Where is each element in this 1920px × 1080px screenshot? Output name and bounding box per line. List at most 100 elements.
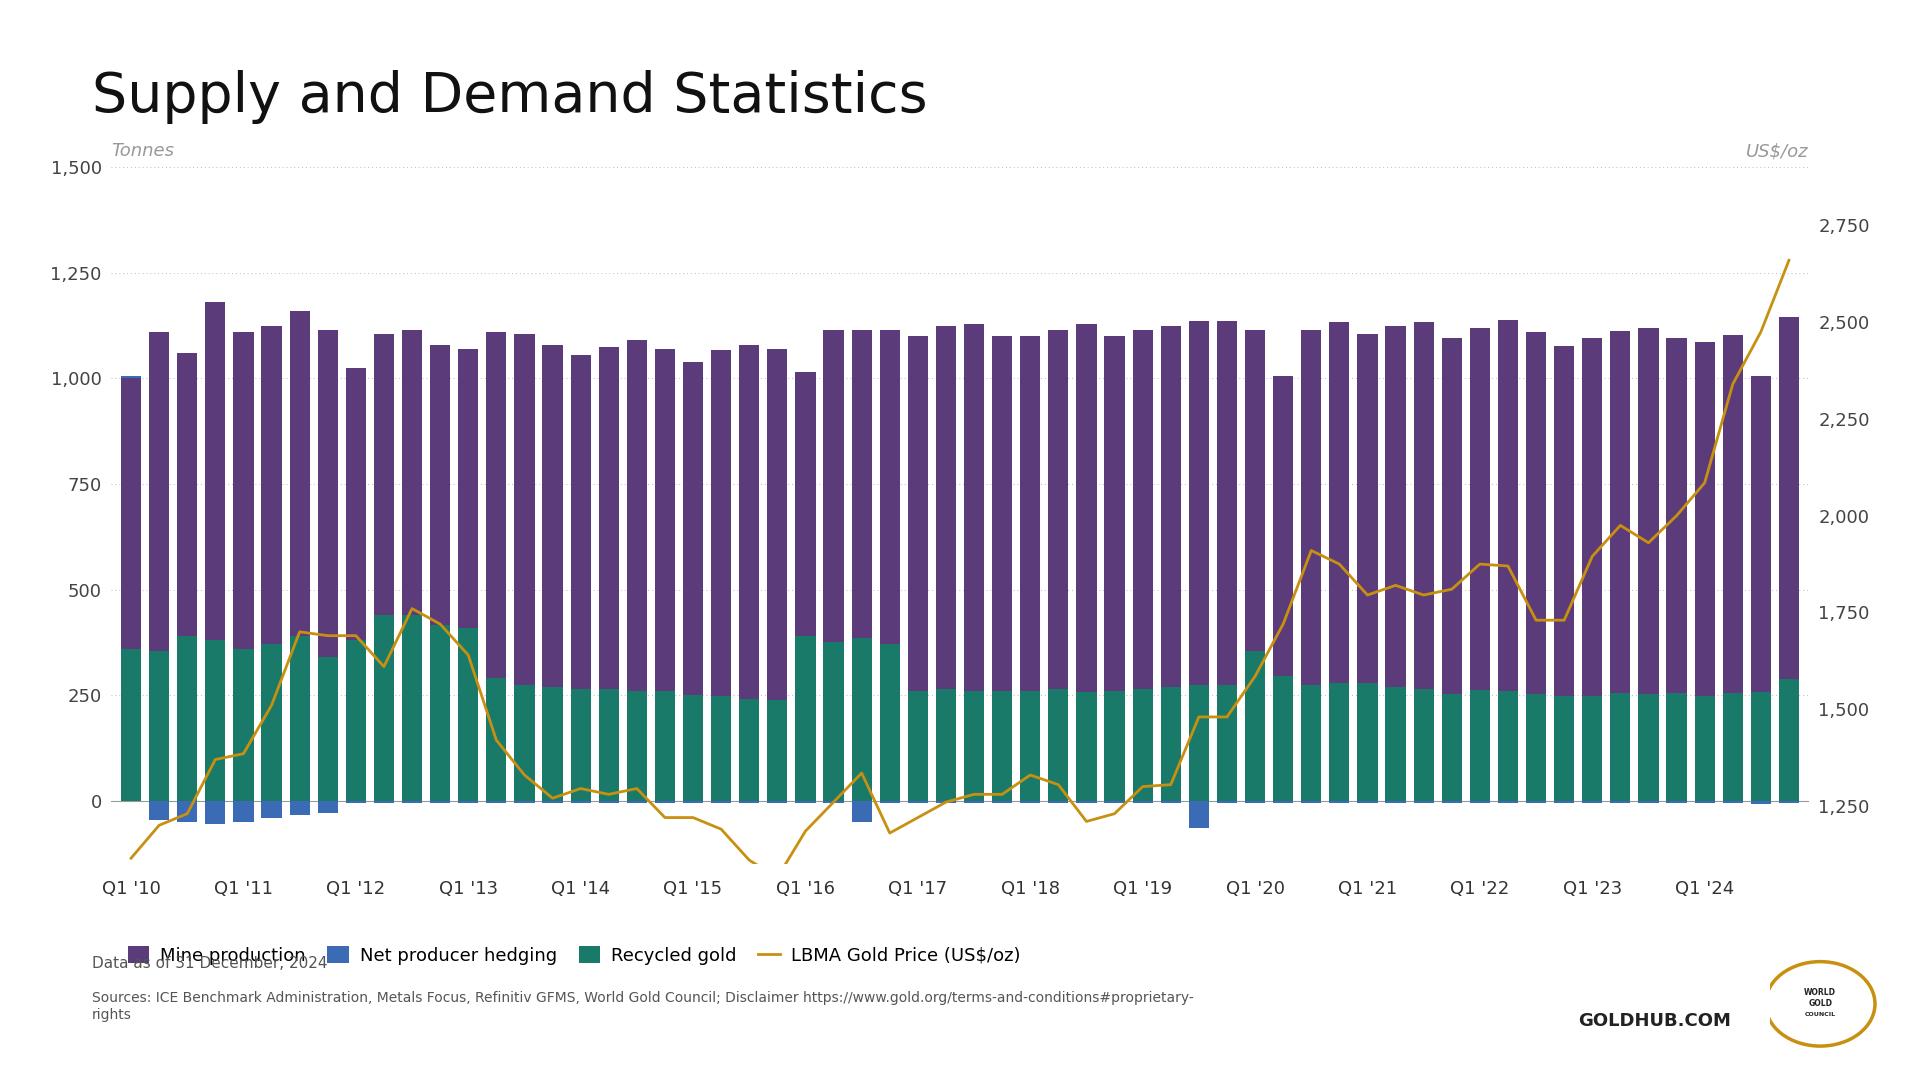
Bar	[1498, 800, 1519, 802]
Bar	[570, 355, 591, 689]
Bar	[346, 640, 367, 800]
Bar	[964, 691, 985, 800]
Bar	[935, 326, 956, 689]
Bar	[459, 800, 478, 802]
Bar	[908, 800, 927, 802]
Bar	[1582, 800, 1603, 802]
Bar	[795, 373, 816, 636]
Bar	[1020, 336, 1041, 691]
Bar	[935, 800, 956, 802]
Bar	[543, 345, 563, 687]
Bar	[1442, 800, 1461, 802]
Bar	[1188, 800, 1210, 828]
Bar	[1498, 321, 1519, 691]
Bar	[710, 696, 732, 800]
Bar	[1413, 322, 1434, 689]
Bar	[655, 800, 676, 802]
Bar	[459, 627, 478, 800]
Bar	[852, 638, 872, 800]
Bar	[1582, 696, 1603, 800]
Bar	[852, 800, 872, 822]
Bar	[543, 687, 563, 800]
Bar	[1469, 800, 1490, 802]
Bar	[261, 645, 282, 800]
Bar	[768, 349, 787, 700]
Bar	[1020, 691, 1041, 800]
Bar	[684, 696, 703, 800]
Bar	[205, 302, 225, 640]
Bar	[795, 800, 816, 802]
Bar	[1778, 800, 1799, 802]
Bar	[1133, 689, 1152, 800]
Bar	[1722, 335, 1743, 693]
Bar	[1722, 800, 1743, 802]
Bar	[1077, 800, 1096, 802]
Bar	[346, 368, 367, 640]
Bar	[824, 329, 843, 643]
Bar	[1413, 689, 1434, 800]
Bar	[1638, 800, 1659, 802]
Bar	[430, 345, 451, 625]
Legend: Mine production, Net producer hedging, Recycled gold, LBMA Gold Price (US$/oz): Mine production, Net producer hedging, R…	[121, 940, 1027, 972]
Bar	[1217, 322, 1236, 685]
Bar	[1498, 691, 1519, 800]
Bar	[401, 800, 422, 802]
Bar	[1553, 800, 1574, 802]
Bar	[515, 334, 534, 685]
Bar	[1722, 693, 1743, 800]
Bar	[1217, 800, 1236, 802]
Bar	[1611, 330, 1630, 693]
Bar	[177, 800, 198, 822]
Bar	[710, 800, 732, 802]
Bar	[374, 334, 394, 615]
Bar	[1329, 684, 1350, 800]
Bar	[710, 350, 732, 696]
Bar	[1104, 800, 1125, 802]
Bar	[993, 336, 1012, 691]
Bar	[177, 636, 198, 800]
Bar	[1077, 692, 1096, 800]
Bar	[1469, 690, 1490, 800]
Bar	[1217, 685, 1236, 800]
Bar	[1160, 326, 1181, 687]
Bar	[964, 324, 985, 691]
Text: Supply and Demand Statistics: Supply and Demand Statistics	[92, 70, 927, 124]
Bar	[234, 649, 253, 800]
Bar	[626, 800, 647, 802]
Bar	[401, 329, 422, 615]
Bar	[290, 800, 309, 815]
Bar	[964, 800, 985, 802]
Bar	[1638, 694, 1659, 800]
Bar	[599, 689, 618, 800]
Bar	[1442, 694, 1461, 800]
Bar	[1357, 334, 1377, 684]
Bar	[150, 332, 169, 651]
Bar	[317, 657, 338, 800]
Bar	[739, 800, 760, 802]
Bar	[1667, 800, 1686, 802]
Bar	[1020, 800, 1041, 802]
Bar	[234, 332, 253, 649]
Bar	[1357, 684, 1377, 800]
Bar	[570, 800, 591, 802]
Text: COUNCIL: COUNCIL	[1805, 1012, 1836, 1017]
Bar	[543, 800, 563, 802]
Bar	[599, 800, 618, 802]
Bar	[879, 645, 900, 800]
Bar	[121, 378, 142, 649]
Bar	[1751, 800, 1770, 804]
Bar	[1273, 800, 1294, 802]
Bar	[515, 685, 534, 800]
Bar	[346, 800, 367, 802]
Bar	[205, 640, 225, 800]
Bar	[1244, 651, 1265, 800]
Bar	[1048, 800, 1068, 802]
Bar	[824, 643, 843, 800]
Bar	[1302, 685, 1321, 800]
Bar	[1188, 685, 1210, 800]
Bar	[824, 800, 843, 802]
Bar	[1442, 338, 1461, 694]
Bar	[1329, 322, 1350, 684]
Bar	[150, 800, 169, 820]
Bar	[430, 800, 451, 802]
